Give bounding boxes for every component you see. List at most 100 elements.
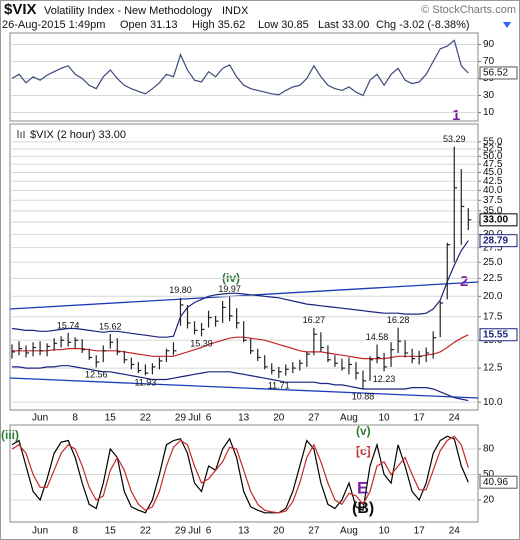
high-label: 15.74 [57, 320, 80, 330]
exchange: INDX [222, 5, 249, 17]
low-label: 11.93 [134, 378, 156, 388]
wave-label: 1 [452, 107, 460, 124]
x-tick-label: 6 [206, 526, 212, 537]
y-tick-label: 37.5 [483, 195, 503, 206]
series-line [11, 240, 469, 338]
quote-low: Low 30.85 [258, 19, 309, 31]
y-tick-label: 55.0 [483, 136, 503, 147]
symbol: $VIX [4, 1, 37, 18]
high-label: 16.28 [387, 315, 410, 325]
high-label: 19.97 [218, 284, 241, 294]
trendline [9, 377, 479, 399]
value-label: 40.96 [483, 477, 508, 488]
wave-label: E [357, 478, 368, 497]
x-tick-label: 8 [72, 526, 78, 537]
price-title: $VIX (2 hour) 33.00 [30, 129, 126, 141]
x-tick-label: 15 [105, 413, 117, 424]
wave-label: (v) [356, 424, 371, 438]
y-tick-label: 22.5 [483, 273, 503, 284]
rsi-panel [9, 32, 479, 122]
value-box [479, 328, 518, 342]
x-tick-label: Jul [188, 413, 201, 424]
x-tick-label: 17 [414, 413, 426, 424]
x-tick-label: 8 [72, 413, 78, 424]
high-label: 15.62 [99, 321, 122, 331]
low-label: 12.23 [373, 374, 396, 384]
low-label: 15.39 [190, 339, 213, 349]
x-tick-label: 22 [140, 526, 152, 537]
y-tick-label: 20 [483, 495, 495, 506]
quote-change: Chg -3.02 (-8.38%) [376, 19, 470, 31]
series-line [12, 334, 469, 360]
y-tick-label: 10 [483, 107, 495, 118]
quote-last: Last 33.00 [318, 19, 369, 31]
y-tick-label: 35.0 [483, 205, 503, 216]
x-tick-label: 24 [449, 413, 461, 424]
series-line [12, 365, 469, 402]
series-line [11, 435, 469, 514]
stoch-panel [9, 424, 479, 523]
high-label: 19.80 [169, 285, 192, 295]
x-tick-label: Aug [340, 413, 358, 424]
x-tick-label: 10 [378, 526, 390, 537]
low-label: 11.71 [268, 380, 290, 390]
x-tick-label: 29 [175, 526, 187, 537]
x-tick-label: 10 [378, 413, 390, 424]
trendline [9, 281, 479, 310]
wave-label: 2 [460, 273, 468, 290]
high-label: 14.58 [366, 332, 389, 342]
y-tick-label: 50 [483, 469, 495, 480]
y-tick-label: 20.0 [483, 291, 503, 302]
value-label: 15.55 [483, 329, 508, 340]
x-tick-label: 27 [308, 413, 320, 424]
y-tick-label: 42.5 [483, 176, 503, 187]
x-tick-label: 22 [140, 413, 152, 424]
x-tick-label: 27 [308, 526, 320, 537]
x-tick-label: Aug [340, 526, 358, 537]
index-name: Volatility Index - New Methodology [44, 5, 213, 17]
low-label: 12.56 [85, 370, 108, 380]
y-tick-label: 10.0 [483, 397, 503, 408]
y-tick-label: 90 [483, 39, 495, 50]
x-tick-label: 20 [273, 413, 285, 424]
y-tick-label: 27.5 [483, 242, 503, 253]
x-tick-label: 29 [175, 413, 187, 424]
x-tick-label: Jun [32, 526, 48, 537]
high-label: 16.27 [303, 315, 326, 325]
x-tick-label: 6 [206, 413, 212, 424]
source: © StockCharts.com [421, 4, 516, 16]
y-tick-label: 17.5 [483, 311, 503, 322]
value-box [479, 234, 518, 248]
quote-open: Open 31.13 [120, 19, 178, 31]
x-tick-label: Jun [32, 413, 48, 424]
wave-label: (iii) [1, 428, 19, 442]
x-tick-label: 13 [238, 526, 250, 537]
quote-high: High 35.62 [192, 19, 245, 31]
value-label: 33.00 [483, 214, 508, 225]
x-tick-label: 17 [414, 526, 426, 537]
price-panel [9, 123, 479, 411]
value-box [479, 475, 518, 489]
x-tick-label: Jul [188, 526, 201, 537]
x-tick-label: 15 [105, 526, 117, 537]
x-tick-label: 20 [273, 526, 285, 537]
x-tick-label: 24 [449, 526, 461, 537]
value-box [479, 213, 518, 227]
y-tick-label: 25.0 [483, 257, 503, 268]
value-box [479, 66, 518, 80]
y-tick-label: 50.0 [483, 151, 503, 162]
y-tick-label: 45.0 [483, 167, 503, 178]
y-tick-label: 52.5 [483, 144, 503, 155]
value-label: 56.52 [483, 68, 508, 79]
y-tick-label: 40.0 [483, 185, 503, 196]
high-label: 53.29 [443, 134, 466, 144]
y-tick-label: 80 [483, 444, 495, 455]
x-tick-label: 13 [238, 413, 250, 424]
menu-arrow[interactable] [503, 22, 511, 28]
bar-icon [17, 130, 25, 138]
y-tick-label: 30 [483, 90, 495, 101]
y-tick-label: 12.5 [483, 363, 503, 374]
series-line [11, 435, 469, 514]
series-line [11, 39, 469, 97]
